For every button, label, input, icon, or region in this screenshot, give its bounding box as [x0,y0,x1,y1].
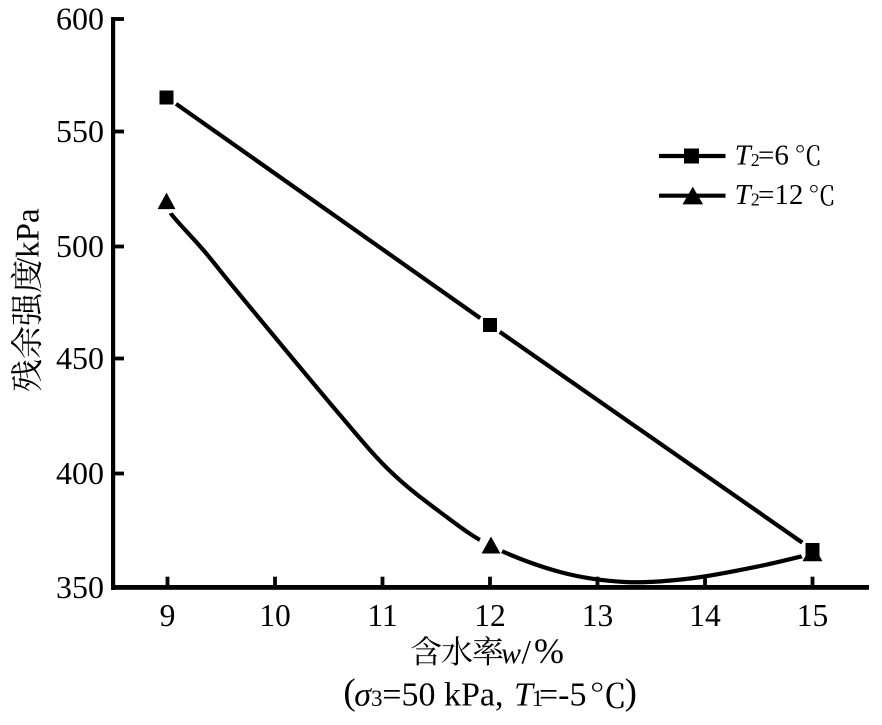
svg-text:10: 10 [259,598,291,633]
svg-text:400: 400 [56,455,104,491]
svg-text:450: 450 [56,340,104,376]
svg-text:): ) [625,672,637,713]
svg-text:(: ( [343,672,355,713]
svg-text:11: 11 [367,598,397,633]
svg-text:14: 14 [689,598,721,633]
svg-text:600: 600 [56,0,104,36]
svg-text:=6: =6 [758,139,789,171]
svg-text:500: 500 [56,228,104,264]
svg-text:1: 1 [532,686,544,711]
svg-text:T: T [514,677,535,714]
svg-text:350: 350 [56,569,104,605]
svg-text:=12: =12 [758,179,803,211]
svg-text:3: 3 [371,686,383,711]
svg-text:T: T [735,139,753,171]
svg-text:=50 kPa,: =50 kPa, [382,677,503,714]
svg-text:550: 550 [56,113,104,149]
svg-text:%: % [534,631,564,671]
svg-text:σ: σ [354,677,372,714]
svg-text:15: 15 [797,598,829,633]
svg-text:9: 9 [160,598,176,633]
svg-text:12: 12 [474,598,506,633]
svg-text:/kPa: /kPa [11,208,47,267]
svg-text:2: 2 [751,190,760,210]
svg-text:/: / [522,634,532,671]
svg-text:w: w [501,637,521,670]
svg-text:=-5: =-5 [539,677,587,714]
svg-text:13: 13 [582,598,614,633]
svg-text:2: 2 [751,150,760,170]
svg-text:T: T [735,179,753,211]
